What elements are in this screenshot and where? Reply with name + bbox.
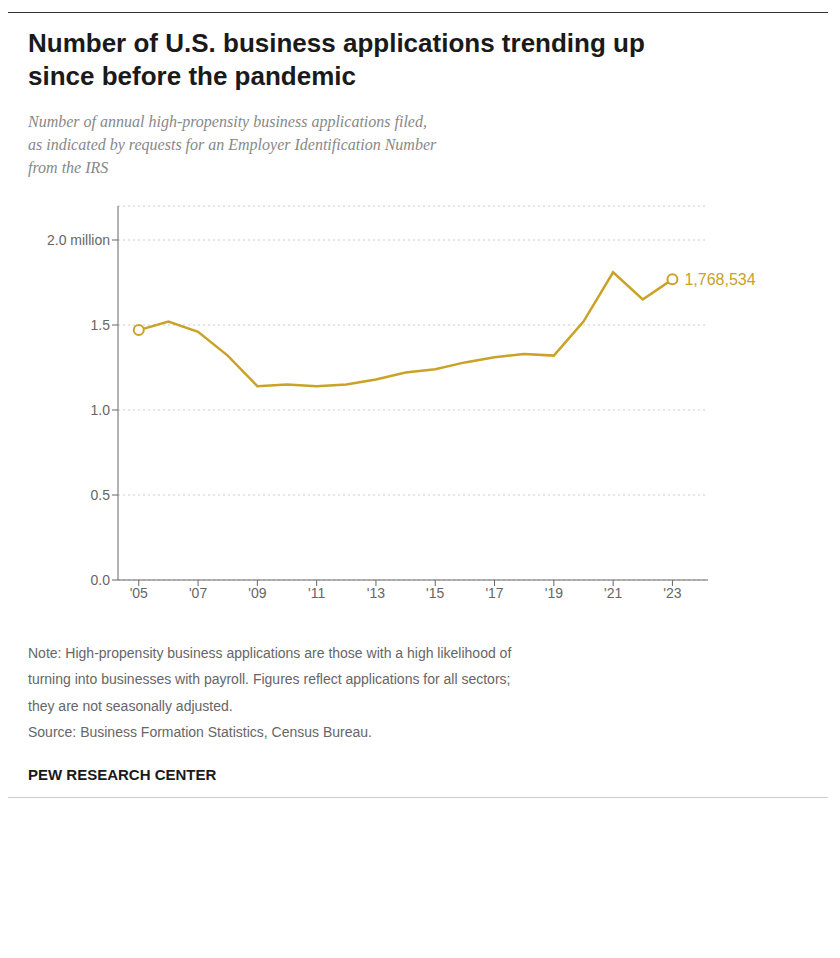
html-text:Note: High-propensity business: Note: High-propensity business applicati…: [28, 644, 512, 661]
svg-text:'19: '19: [545, 585, 563, 601]
html-text:they are not seasonally adjust: they are not seasonally adjusted.: [28, 697, 233, 714]
svg-text:'21: '21: [604, 585, 622, 601]
svg-text:1.5: 1.5: [91, 317, 111, 333]
svg-text:'13: '13: [367, 585, 385, 601]
svg-text:0.0: 0.0: [91, 572, 111, 588]
html-text:turning into businesses with p: turning into businesses with payroll. Fi…: [28, 671, 511, 688]
svg-text:'09: '09: [248, 585, 266, 601]
html-text:Number of annual high-propensi: Number of annual high-propensity busines…: [28, 113, 437, 177]
svg-text:'15: '15: [426, 585, 444, 601]
html-text:PEW RESEARCH CENTER: PEW RESEARCH CENTER: [28, 765, 217, 783]
svg-text:0.5: 0.5: [91, 487, 111, 503]
html-text:Number of U.S. business applic: Number of U.S. business applications tre…: [28, 28, 645, 91]
svg-text:1.0: 1.0: [91, 402, 111, 418]
svg-text:'05: '05: [130, 585, 148, 601]
svg-text:'11: '11: [308, 585, 325, 601]
svg-text:'17: '17: [485, 585, 503, 601]
html-text:Source: Business Formation Sta: Source: Business Formation Statistics, C…: [28, 724, 372, 741]
svg-text:'07: '07: [189, 585, 207, 601]
svg-text:'23: '23: [663, 585, 681, 601]
svg-text:2.0 million: 2.0 million: [47, 232, 110, 248]
svg-text:1,768,534: 1,768,534: [684, 271, 755, 288]
